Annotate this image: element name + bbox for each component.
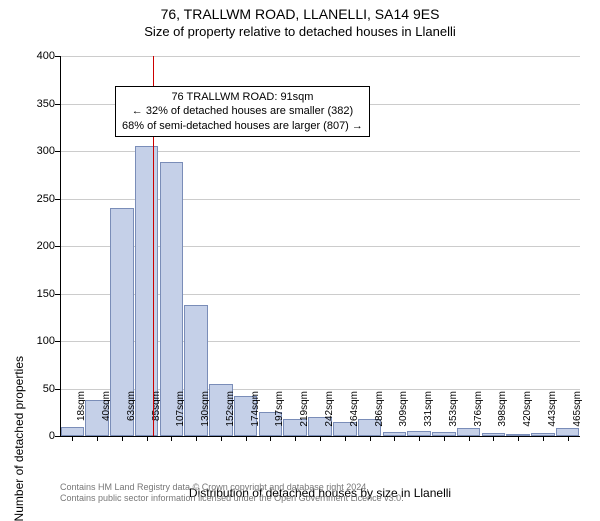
chart-title-sub: Size of property relative to detached ho…	[0, 24, 600, 39]
ytick-label: 0	[25, 430, 55, 442]
ytick-label: 250	[25, 193, 55, 205]
ytick-label: 100	[25, 335, 55, 347]
ytick-label: 400	[25, 50, 55, 62]
grid-line	[60, 56, 580, 57]
ytick-label: 150	[25, 288, 55, 300]
x-axis-line	[60, 436, 580, 437]
y-axis-label: Number of detached properties	[12, 356, 26, 521]
annotation-box: 76 TRALLWM ROAD: 91sqm ← 32% of detached…	[115, 86, 370, 137]
annotation-line1: 76 TRALLWM ROAD: 91sqm	[122, 90, 363, 104]
annotation-line3: 68% of semi-detached houses are larger (…	[122, 119, 363, 133]
y-axis-line	[60, 56, 61, 436]
footer-line1: Contains HM Land Registry data © Crown c…	[60, 482, 404, 493]
ytick-label: 350	[25, 98, 55, 110]
xtick-label: 465sqm	[572, 391, 583, 441]
ytick-label: 200	[25, 240, 55, 252]
chart-title-main: 76, TRALLWM ROAD, LLANELLI, SA14 9ES	[0, 6, 600, 22]
chart-plot-area: 05010015020025030035040018sqm40sqm63sqm8…	[60, 56, 580, 436]
ytick-label: 50	[25, 383, 55, 395]
footer-attribution: Contains HM Land Registry data © Crown c…	[60, 482, 404, 504]
annotation-line2: ← 32% of detached houses are smaller (38…	[122, 104, 363, 118]
footer-line2: Contains public sector information licen…	[60, 493, 404, 504]
ytick-label: 300	[25, 145, 55, 157]
